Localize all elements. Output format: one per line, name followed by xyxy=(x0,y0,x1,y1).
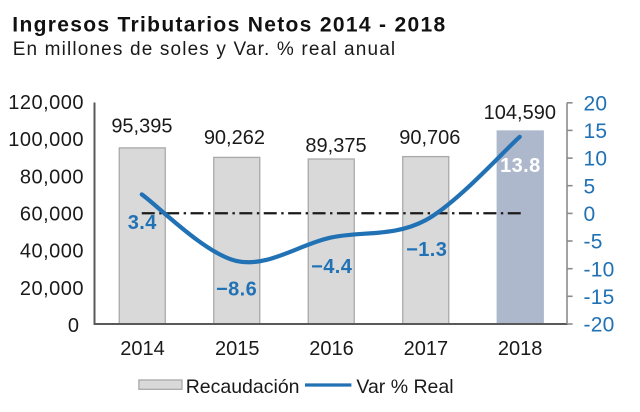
svg-text:−8.6: −8.6 xyxy=(216,279,257,301)
svg-text:−4.4: −4.4 xyxy=(311,256,353,278)
svg-text:13.8: 13.8 xyxy=(500,155,541,177)
svg-text:-10: -10 xyxy=(584,258,615,281)
svg-text:2016: 2016 xyxy=(309,338,354,360)
svg-text:Var % Real: Var % Real xyxy=(356,376,453,398)
svg-text:3.4: 3.4 xyxy=(128,212,157,234)
svg-text:90,706: 90,706 xyxy=(399,127,460,149)
svg-text:Ingresos Tributarios Netos 201: Ingresos Tributarios Netos 2014 - 2018 xyxy=(12,13,446,36)
svg-text:120,000: 120,000 xyxy=(8,92,84,114)
svg-text:60,000: 60,000 xyxy=(20,204,84,226)
svg-text:10: 10 xyxy=(584,148,608,171)
svg-text:80,000: 80,000 xyxy=(20,166,84,188)
svg-text:2015: 2015 xyxy=(215,338,260,360)
svg-text:2018: 2018 xyxy=(498,338,543,360)
svg-text:-5: -5 xyxy=(584,231,603,254)
svg-text:En millones de soles y Var. %: En millones de soles y Var. % real anual xyxy=(13,39,397,60)
svg-text:20,000: 20,000 xyxy=(20,278,84,300)
svg-text:20: 20 xyxy=(584,92,608,115)
svg-text:89,375: 89,375 xyxy=(305,135,366,157)
svg-text:40,000: 40,000 xyxy=(20,241,84,263)
svg-text:-20: -20 xyxy=(584,314,615,337)
svg-text:2014: 2014 xyxy=(120,338,165,360)
svg-text:0: 0 xyxy=(584,203,596,226)
svg-text:−1.3: −1.3 xyxy=(406,239,447,261)
svg-text:15: 15 xyxy=(584,120,608,143)
svg-text:-15: -15 xyxy=(584,286,615,309)
svg-text:Recaudación: Recaudación xyxy=(186,376,300,398)
svg-text:100,000: 100,000 xyxy=(8,129,84,151)
svg-text:104,590: 104,590 xyxy=(484,102,556,124)
svg-text:95,395: 95,395 xyxy=(111,116,172,138)
svg-text:2017: 2017 xyxy=(404,338,449,360)
svg-text:90,262: 90,262 xyxy=(204,127,265,149)
svg-text:0: 0 xyxy=(68,315,80,337)
svg-text:5: 5 xyxy=(584,175,596,198)
